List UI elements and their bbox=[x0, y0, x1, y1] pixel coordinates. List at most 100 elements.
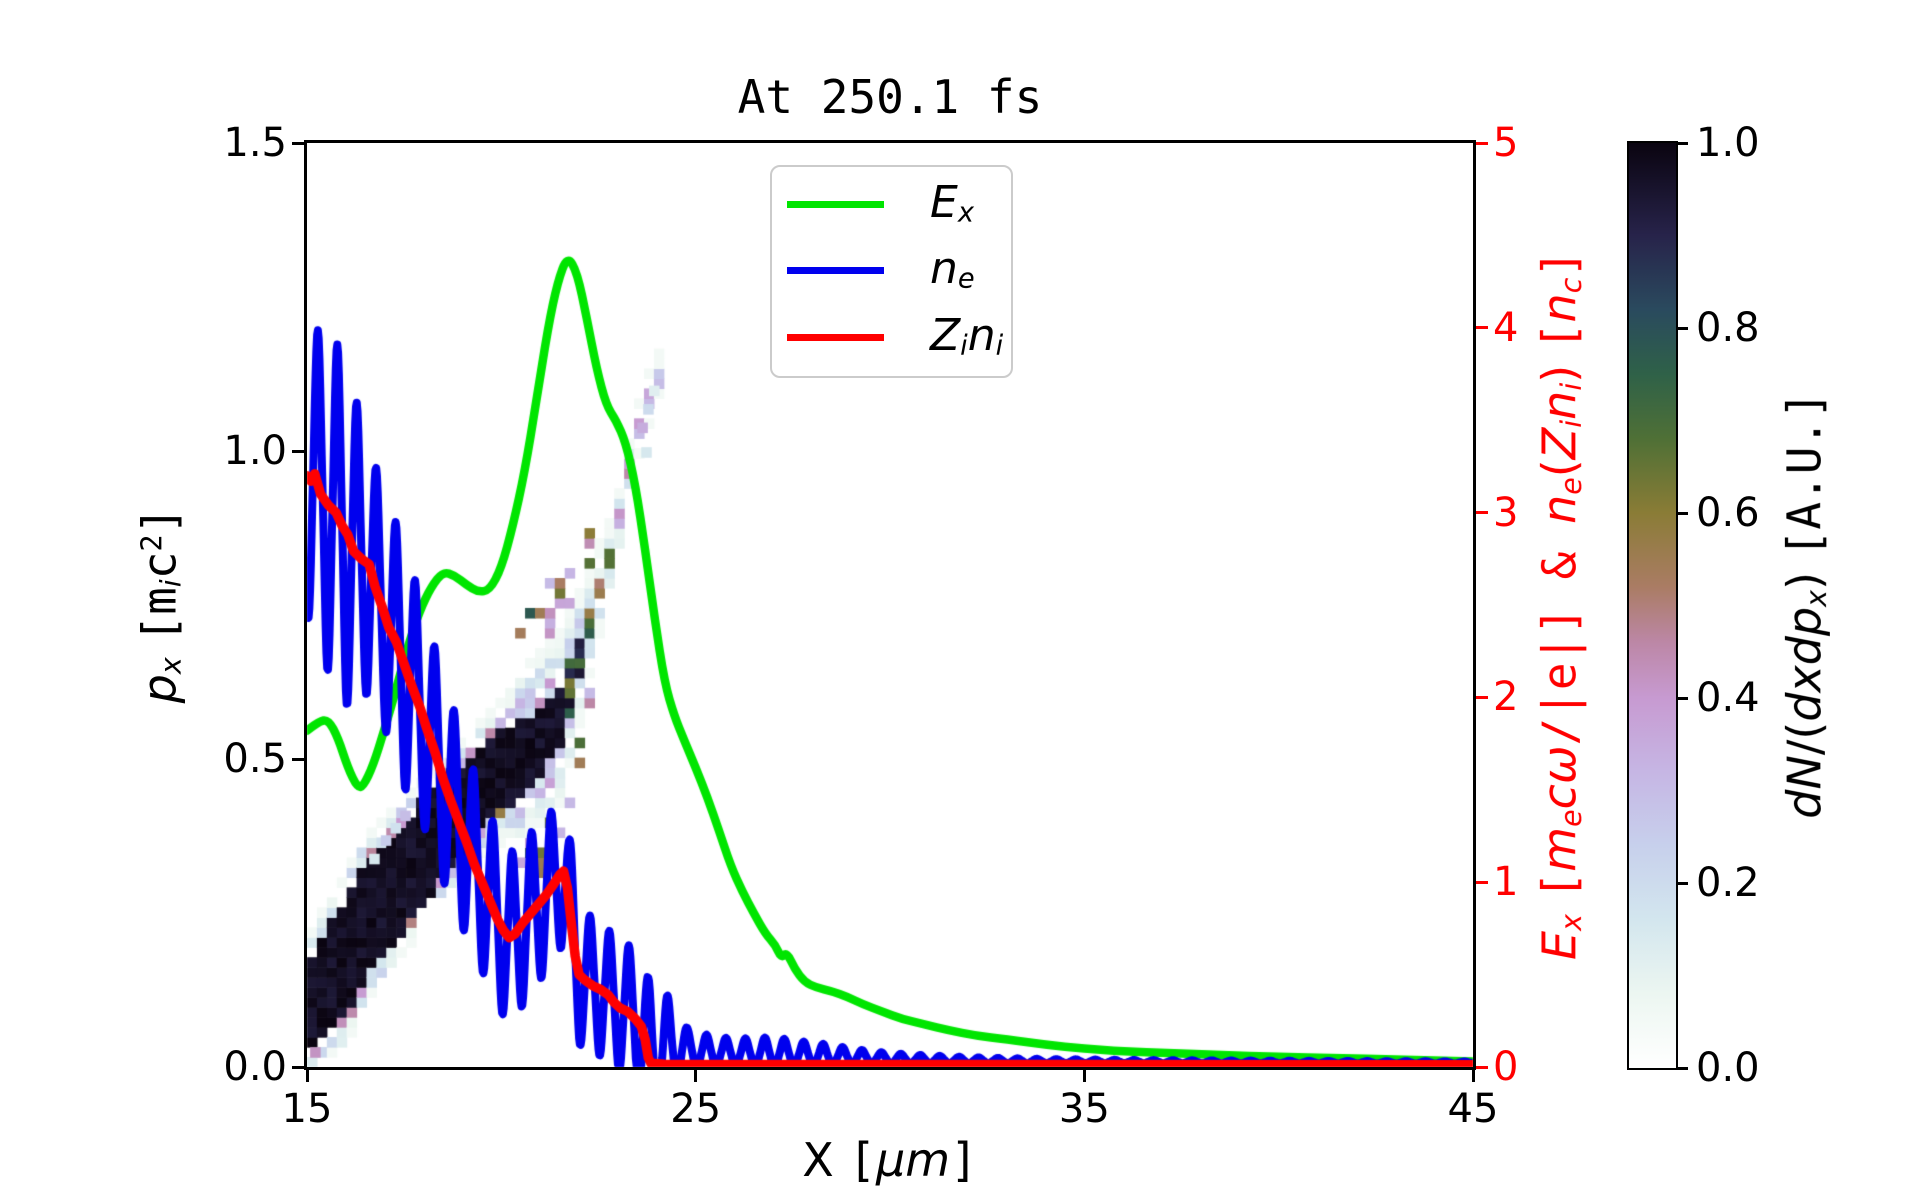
label-segment: n bbox=[1532, 494, 1587, 524]
label-segment: i bbox=[960, 330, 968, 362]
label-segment: e bbox=[1554, 477, 1588, 495]
legend: Ex ne Zini bbox=[770, 165, 1013, 378]
label-segment: Z bbox=[1532, 427, 1587, 460]
x-tick-35 bbox=[1082, 1070, 1086, 1082]
colorbar-tick-label-0.0: 0.0 bbox=[1696, 1045, 1760, 1091]
label-segment: /( bbox=[1777, 721, 1832, 756]
colorbar-tick-label-0.8: 0.8 bbox=[1696, 305, 1760, 351]
label-segment: c bbox=[1554, 277, 1588, 294]
label-segment: [ bbox=[848, 1133, 877, 1187]
label-segment: i bbox=[1554, 382, 1588, 391]
colorbar-tick-label-0.4: 0.4 bbox=[1696, 675, 1760, 721]
colorbar-label: dN/(dxdpx) [A.U.] bbox=[1777, 391, 1832, 819]
label-segment: e bbox=[1554, 809, 1588, 827]
y-right-tick-label-4: 4 bbox=[1493, 304, 1519, 351]
x-tick-label-15: 15 bbox=[281, 1086, 333, 1132]
legend-line-swatch bbox=[787, 333, 884, 341]
y-right-tick-3 bbox=[1476, 511, 1488, 515]
label-segment: i bbox=[154, 579, 188, 588]
label-segment: d bbox=[1777, 789, 1832, 819]
label-segment: x bbox=[1777, 665, 1832, 693]
label-segment: e bbox=[957, 263, 975, 295]
y-right-tick-label-1: 1 bbox=[1493, 859, 1519, 906]
x-axis-label: X [μm] bbox=[802, 1133, 978, 1187]
label-segment: n bbox=[1532, 293, 1587, 323]
x-tick-15 bbox=[305, 1070, 309, 1082]
colorbar-tick-0.0 bbox=[1678, 1066, 1688, 1070]
y-left-axis-label: px [mic2] bbox=[132, 507, 187, 704]
label-segment: x bbox=[957, 197, 974, 229]
label-segment: c bbox=[1532, 784, 1587, 810]
y-right-tick-label-5: 5 bbox=[1493, 120, 1519, 166]
label-segment: [ bbox=[1532, 871, 1587, 900]
plot-title: At 250.1 fs bbox=[737, 70, 1043, 124]
colorbar-tick-0.6 bbox=[1678, 511, 1688, 515]
label-segment: ] bbox=[1532, 249, 1587, 278]
label-segment: μm bbox=[876, 1133, 951, 1187]
label-segment: x bbox=[1799, 589, 1833, 607]
y-left-tick-label-0.5: 0.5 bbox=[223, 736, 287, 782]
label-segment: m bbox=[1532, 826, 1587, 872]
label-segment: & bbox=[1532, 523, 1587, 608]
y-left-tick-label-1.5: 1.5 bbox=[223, 120, 287, 166]
label-segment: X bbox=[802, 1133, 849, 1187]
label-segment: i bbox=[1554, 419, 1588, 428]
label-segment: [A.U.] bbox=[1777, 391, 1832, 558]
label-segment: ω bbox=[1532, 745, 1587, 785]
y-left-tick-label-1.0: 1.0 bbox=[223, 428, 287, 474]
label-segment: i bbox=[995, 330, 1004, 362]
y-right-axis-label: Ex [mecω/|e|] & ne(Zini) [nc] bbox=[1532, 250, 1587, 960]
legend-line-swatch bbox=[787, 266, 884, 274]
legend-entry: Ex bbox=[772, 171, 1011, 237]
legend-entry-label: Zini bbox=[930, 314, 1003, 360]
label-segment: p bbox=[1777, 606, 1832, 637]
label-segment: n bbox=[930, 243, 958, 295]
colorbar-tick-0.2 bbox=[1678, 881, 1688, 885]
y-right-tick-label-2: 2 bbox=[1493, 674, 1519, 721]
label-segment: ( bbox=[1532, 459, 1587, 478]
label-segment: d bbox=[1777, 636, 1832, 666]
y-left-tick-1.5 bbox=[292, 141, 304, 145]
x-tick-label-25: 25 bbox=[670, 1086, 722, 1132]
y-right-tick-2 bbox=[1476, 695, 1488, 699]
label-segment: n bbox=[1532, 390, 1587, 420]
label-segment: ) bbox=[1532, 350, 1587, 383]
y-right-tick-4 bbox=[1476, 326, 1488, 330]
colorbar-tick-0.4 bbox=[1678, 696, 1688, 700]
label-segment bbox=[132, 643, 186, 658]
legend-entry-label: Ex bbox=[930, 181, 974, 227]
label-segment: E bbox=[930, 177, 958, 229]
colorbar bbox=[1627, 141, 1678, 1070]
y-left-tick-1.0 bbox=[292, 449, 304, 453]
plot-axes-frame bbox=[304, 140, 1476, 1070]
label-segment: [m bbox=[132, 587, 187, 643]
legend-line-swatch bbox=[787, 200, 884, 208]
label-segment bbox=[1532, 899, 1586, 914]
y-right-tick-label-0: 0 bbox=[1493, 1044, 1519, 1090]
colorbar-tick-0.8 bbox=[1678, 326, 1688, 330]
y-right-tick-5 bbox=[1476, 141, 1488, 145]
label-segment: d bbox=[1777, 692, 1832, 722]
label-segment: x bbox=[154, 657, 188, 675]
label-segment: n bbox=[967, 310, 996, 362]
label-segment: ] bbox=[132, 506, 187, 535]
y-left-tick-0.5 bbox=[292, 757, 304, 761]
legend-entry-label: ne bbox=[930, 247, 975, 293]
label-segment: ] bbox=[950, 1133, 978, 1187]
colorbar-tick-label-0.2: 0.2 bbox=[1696, 860, 1760, 906]
label-segment: ) bbox=[1777, 557, 1832, 590]
x-tick-45 bbox=[1471, 1070, 1475, 1082]
colorbar-tick-1.0 bbox=[1678, 141, 1688, 145]
label-segment: [ bbox=[1532, 322, 1587, 351]
label-segment: E bbox=[1532, 930, 1587, 961]
y-right-tick-0 bbox=[1476, 1065, 1488, 1069]
label-segment: c bbox=[132, 551, 187, 580]
legend-entry: Zini bbox=[772, 304, 1011, 370]
label-segment: p bbox=[132, 674, 187, 704]
legend-entry: ne bbox=[772, 237, 1011, 303]
y-left-tick-label-0.0: 0.0 bbox=[223, 1044, 287, 1090]
x-tick-label-35: 35 bbox=[1058, 1086, 1110, 1132]
y-right-tick-label-3: 3 bbox=[1493, 489, 1519, 536]
label-segment: Z bbox=[930, 310, 961, 362]
